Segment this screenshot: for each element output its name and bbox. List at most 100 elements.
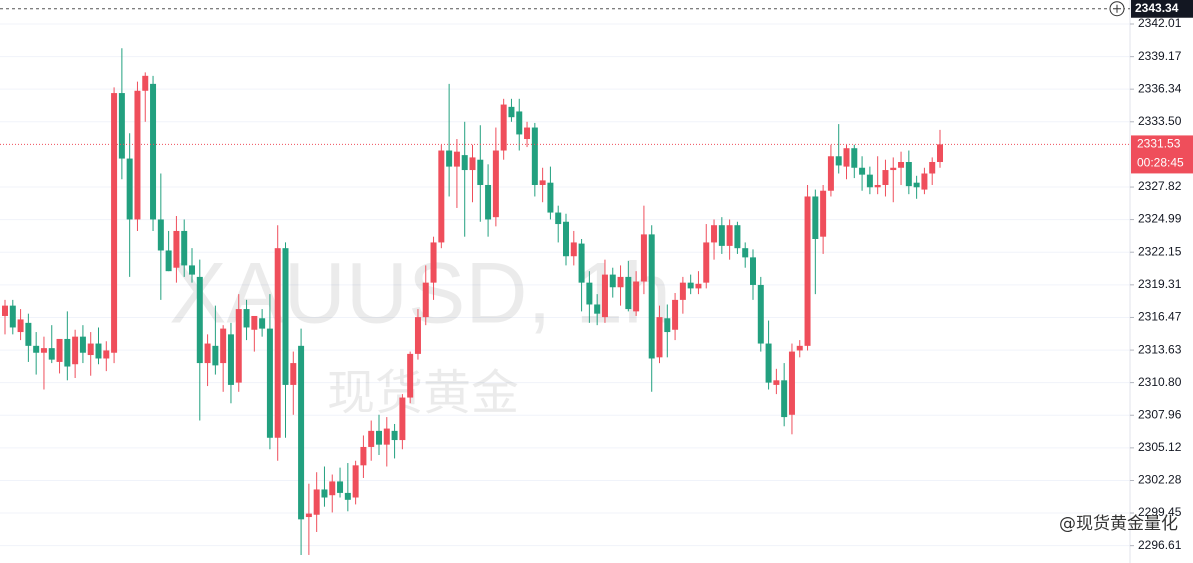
- candle-body: [469, 157, 476, 171]
- candle-body: [399, 397, 406, 441]
- candle-body: [781, 380, 788, 418]
- candle-body: [648, 234, 655, 359]
- name-watermark: 现货黄金: [327, 365, 519, 421]
- candle-body: [804, 196, 811, 346]
- candle-body: [601, 274, 608, 318]
- y-tick-label: 2302.28: [1138, 473, 1182, 487]
- candle-body: [718, 225, 725, 246]
- candle-body: [111, 93, 118, 353]
- candle-body: [812, 196, 819, 239]
- candle-body: [259, 318, 266, 329]
- candle-body: [251, 315, 258, 330]
- candle-body: [617, 276, 624, 288]
- y-tick-label: 2299.45: [1138, 505, 1182, 519]
- candle-body: [570, 242, 577, 257]
- candle-body: [609, 274, 616, 288]
- candle-body: [555, 212, 562, 225]
- candle-body: [189, 265, 195, 275]
- candle-body: [882, 170, 889, 185]
- candle-body: [40, 348, 47, 353]
- candle-body: [118, 93, 125, 159]
- candle-body: [235, 309, 242, 383]
- candle-body: [298, 345, 305, 520]
- candle-body: [290, 363, 297, 385]
- candle-body: [368, 430, 375, 447]
- candle-body: [866, 174, 873, 188]
- candle-body: [765, 343, 772, 383]
- y-tick-label: 2305.12: [1138, 440, 1182, 454]
- candle-body: [516, 111, 523, 135]
- candle-body: [103, 350, 110, 359]
- candle-body: [508, 106, 515, 118]
- candle-body: [594, 304, 601, 314]
- candle-body: [773, 380, 780, 385]
- candle-body: [157, 219, 164, 251]
- candle-body: [742, 248, 749, 258]
- candle-body: [711, 225, 718, 243]
- candle-body: [383, 428, 390, 445]
- candle-body: [750, 257, 756, 285]
- candle-body: [329, 481, 336, 496]
- candle-body: [485, 184, 492, 220]
- candle-body: [734, 225, 741, 249]
- candle-body: [344, 492, 351, 500]
- crosshair-price-label: 2343.34: [1135, 1, 1179, 15]
- y-tick-label: 2313.63: [1138, 342, 1182, 356]
- candle-body: [321, 489, 328, 498]
- candle-body: [640, 234, 647, 282]
- candle-body: [625, 276, 632, 310]
- candles: [2, 48, 943, 555]
- candle-body: [500, 104, 507, 151]
- grid: [0, 23, 1130, 547]
- candle-body: [547, 182, 554, 213]
- candle-body: [492, 150, 499, 218]
- candle-body: [266, 328, 273, 438]
- candle-body: [890, 167, 897, 171]
- candle-body: [446, 150, 453, 167]
- candle-body: [17, 319, 24, 333]
- candle-body: [788, 351, 795, 415]
- candle-body: [33, 345, 40, 353]
- candle-body: [56, 338, 63, 362]
- candle-body: [703, 242, 710, 283]
- candle-body: [181, 230, 188, 266]
- candle-body: [126, 158, 133, 220]
- candle-body: [820, 190, 827, 237]
- y-tick-label: 2296.61: [1138, 538, 1182, 552]
- candle-body: [695, 283, 702, 289]
- y-tick-label: 2324.99: [1138, 212, 1182, 226]
- candle-body: [360, 446, 367, 466]
- candle-body: [726, 225, 733, 246]
- candle-body: [851, 148, 858, 168]
- candle-body: [913, 182, 920, 188]
- y-tick-label: 2333.50: [1138, 114, 1182, 128]
- candle-body: [376, 430, 382, 445]
- candle-body: [757, 284, 764, 344]
- candle-body: [453, 151, 460, 167]
- candle-body: [95, 343, 102, 359]
- candle-body: [539, 180, 546, 185]
- candle-body: [898, 162, 905, 168]
- candle-body: [843, 148, 850, 167]
- candle-body: [79, 336, 86, 353]
- candle-body: [827, 156, 834, 191]
- last-price-box: [1131, 135, 1193, 174]
- candle-body: [422, 282, 429, 318]
- candle-body: [921, 173, 928, 190]
- y-tick-label: 2327.82: [1138, 179, 1182, 193]
- candle-body: [905, 162, 912, 187]
- candle-body: [25, 322, 32, 346]
- candle-body: [165, 250, 172, 272]
- candle-body: [859, 167, 866, 175]
- candle-body: [672, 299, 679, 330]
- candle-body: [243, 309, 250, 328]
- y-tick-label: 2316.47: [1138, 310, 1182, 324]
- y-tick-label: 2342.01: [1138, 16, 1182, 30]
- source-watermark: @现货黄金量化: [1059, 514, 1178, 534]
- countdown-label: 00:28:45: [1137, 156, 1184, 170]
- candle-body: [204, 343, 211, 364]
- candle-body: [835, 156, 842, 166]
- candle-body: [477, 159, 484, 185]
- candle-body: [227, 334, 234, 385]
- candle-body: [391, 430, 398, 441]
